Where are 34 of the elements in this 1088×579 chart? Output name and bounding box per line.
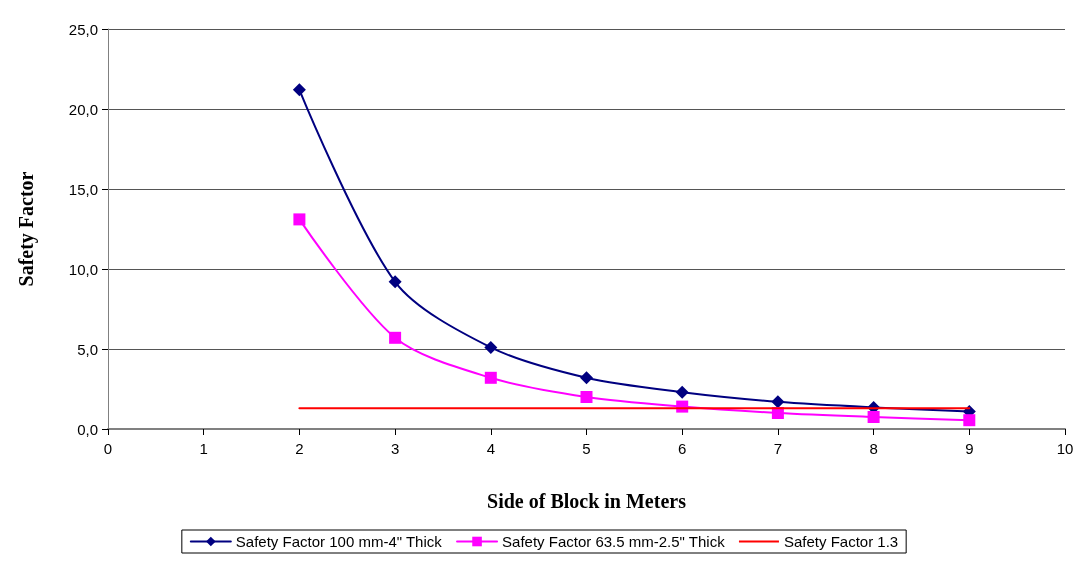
point	[580, 391, 593, 403]
point	[484, 371, 497, 384]
y-tick-label: 15,0	[68, 180, 98, 198]
y-tick-label: 25,0	[68, 20, 98, 38]
x-tick-label: 3	[390, 440, 400, 457]
y-tick-label: 5,0	[77, 340, 98, 358]
x-tick-label: 1	[199, 440, 208, 457]
point	[293, 213, 306, 226]
x-tick-label: 9	[965, 440, 974, 457]
point	[484, 340, 498, 354]
y-axis-title: Safety Factor	[15, 171, 38, 287]
x-tick-label: 5	[582, 440, 591, 457]
legend-label: Safety Factor 63.5 mm-2.5" Thick	[502, 533, 726, 550]
point	[292, 83, 306, 97]
point	[867, 411, 880, 423]
x-tick-label: 2	[295, 440, 304, 457]
point	[389, 331, 402, 344]
x-tick-label: 10	[1056, 440, 1074, 457]
point	[675, 385, 689, 399]
y-tick-label: 20,0	[68, 100, 98, 118]
point	[771, 395, 785, 409]
point	[388, 275, 402, 289]
x-tick-label: 6	[678, 440, 687, 457]
point	[963, 414, 976, 427]
x-axis-title: Side of Block in Meters	[487, 490, 687, 512]
x-tick-label: 4	[486, 440, 495, 457]
x-tick-label: 7	[773, 440, 783, 457]
x-tick-label: 0	[103, 440, 113, 457]
y-tick-label: 0,0	[77, 420, 98, 438]
legend-label: Safety Factor 1.3	[783, 533, 899, 550]
x-tick-label: 8	[869, 440, 878, 457]
point	[580, 371, 593, 385]
legend-label: Safety Factor 100 mm-4" Thick	[235, 533, 443, 550]
y-tick-label: 10,0	[68, 260, 98, 278]
